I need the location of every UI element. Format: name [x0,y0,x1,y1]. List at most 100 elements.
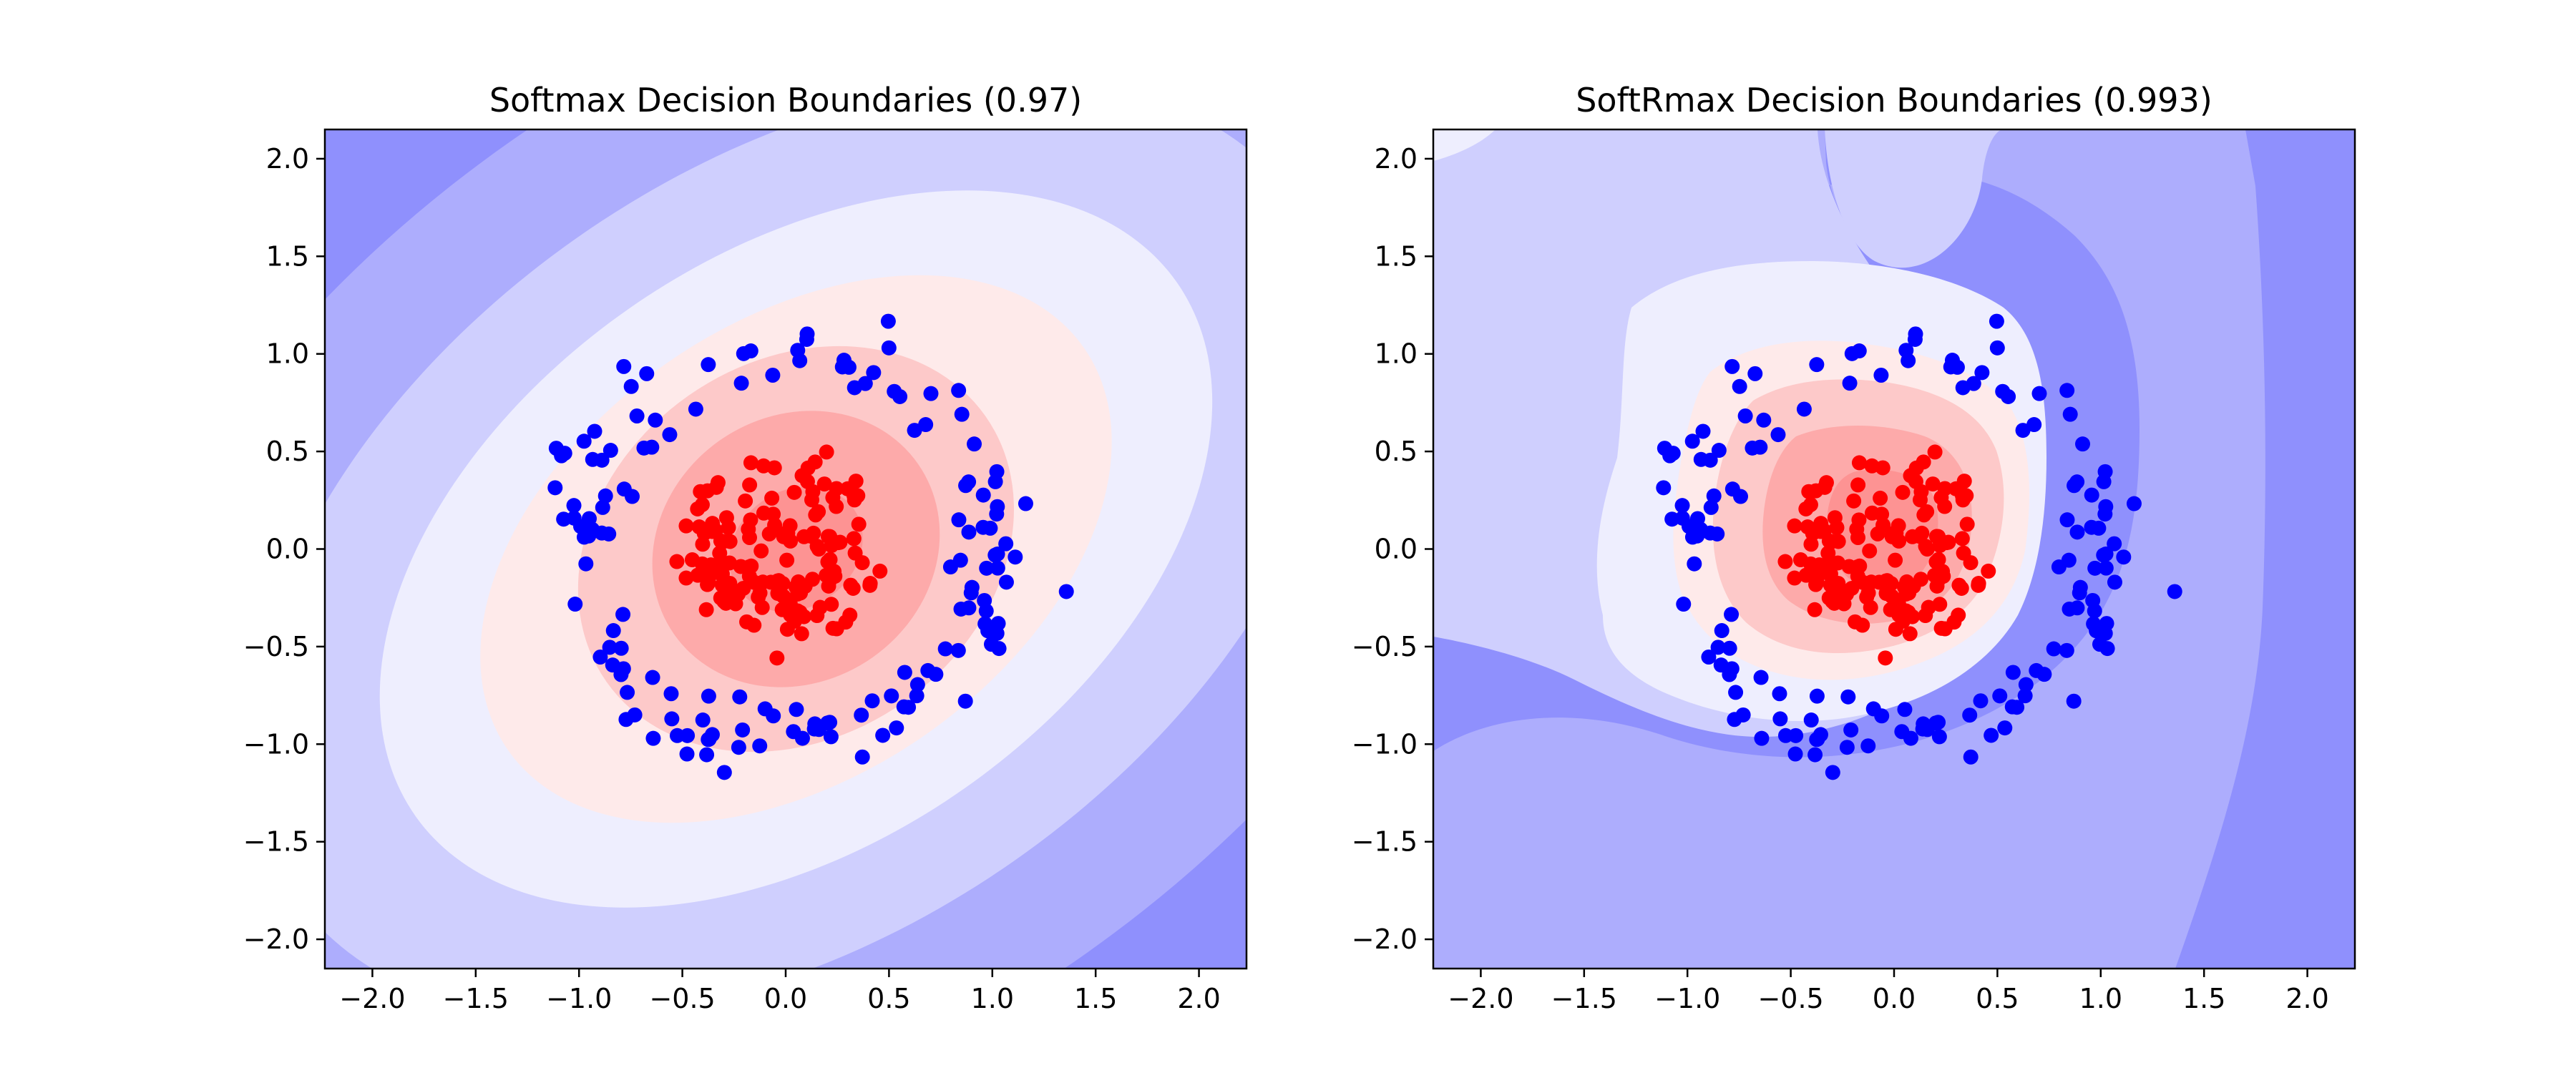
data-point-blue [735,722,751,738]
data-point-red [806,525,821,541]
data-point-blue [854,749,870,765]
data-point-blue [2069,474,2085,490]
data-point-red [743,455,758,471]
y-tick-label: 1.5 [1375,240,1418,272]
data-point-red [738,493,753,509]
data-point-red [698,602,714,617]
data-point-blue [1727,712,1742,727]
data-point-blue [2062,406,2078,422]
data-point-blue [1966,376,1981,391]
data-point-red [819,444,834,460]
data-point-blue [605,623,621,639]
data-point-blue [2009,700,2025,715]
data-point-red [1864,505,1880,521]
data-point-red [1956,474,1972,489]
data-point-blue [2084,487,2099,503]
data-point-red [792,604,808,620]
data-point-red [1927,444,1943,460]
data-point-red [730,587,746,602]
contour-region-3 [1433,129,1496,161]
contour-region-2 [1433,129,2004,268]
x-tick-label: −0.5 [1757,983,1823,1014]
data-point-blue [897,665,912,680]
data-point-blue [695,712,711,728]
x-tick-label: 0.0 [1873,983,1916,1014]
data-point-blue [1962,707,1978,723]
data-point-red [1925,476,1941,492]
data-point-blue [2075,436,2091,452]
data-point-red [767,517,783,533]
data-point-red [1946,614,1962,630]
data-point-blue [1687,556,1702,572]
data-point-blue [2107,536,2122,552]
data-point-blue [602,640,618,655]
data-point-red [1803,536,1819,552]
data-point-red [1916,507,1932,523]
data-point-blue [704,727,720,743]
data-point-blue [613,640,629,656]
data-point-blue [1963,749,1979,765]
y-tick-label: 2.0 [266,143,309,175]
data-point-blue [1737,408,1753,424]
data-point-blue [998,536,1014,552]
data-point-red [1888,622,1903,637]
data-point-blue [1747,366,1763,381]
data-point-blue [1724,358,1740,374]
data-point-red [1902,626,1918,642]
data-point-blue [1809,357,1825,373]
data-point-red [846,531,862,547]
y-tick-label: −0.5 [243,631,309,662]
data-point-red [782,596,798,612]
data-point-blue [1860,738,1876,754]
data-point-blue [1803,712,1819,728]
x-tick-label: −1.0 [546,983,612,1014]
data-point-blue [923,386,939,401]
data-point-blue [679,746,695,762]
data-point-blue [794,730,810,746]
data-point-blue [680,727,696,743]
data-point-blue [951,383,967,398]
data-point-blue [1992,688,2008,704]
data-point-blue [990,560,1005,576]
data-point-red [1955,492,1971,508]
data-point-red [764,490,780,506]
data-point-red [1849,521,1865,537]
data-point-blue [636,440,652,456]
y-tick-label: 0.0 [266,534,309,565]
data-point-red [809,539,825,554]
data-point-blue [1903,730,1918,746]
plot-area [325,129,1246,969]
data-point-blue [967,436,982,452]
x-axis: −2.0 −1.5 −1.0 −0.5 0.0 0.5 1.0 1.5 2.0 [1448,969,2329,1014]
x-tick-label: 0.5 [1976,983,2019,1014]
data-point-red [1912,492,1928,508]
x-tick-label: 1.5 [2182,983,2225,1014]
y-tick-label: 0.5 [1375,436,1418,467]
data-point-blue [2069,600,2085,616]
data-point-red [1808,483,1824,499]
data-point-blue [961,600,977,616]
data-point-blue [1728,685,1744,700]
data-points [547,313,1074,780]
y-tick-label: 0.0 [1375,534,1418,565]
data-point-red [1918,539,1933,554]
data-point-blue [2015,423,2031,438]
data-point-blue [766,708,781,724]
data-point-blue [961,524,977,540]
data-point-red [872,563,888,579]
data-point-red [1777,554,1793,569]
data-point-blue [2084,519,2099,535]
data-point-blue [881,340,897,356]
data-point-red [700,483,716,499]
data-point-blue [952,552,968,568]
data-point-red [710,475,726,491]
y-tick-label: 1.0 [266,338,309,370]
data-point-red [695,536,711,552]
data-point-blue [1807,747,1823,763]
data-point-red [1959,516,1975,532]
x-tick-label: −2.0 [339,983,405,1014]
data-point-blue [615,607,631,622]
data-point-blue [884,688,899,704]
data-point-blue [1657,441,1672,456]
y-tick-label: −2.0 [243,923,309,955]
